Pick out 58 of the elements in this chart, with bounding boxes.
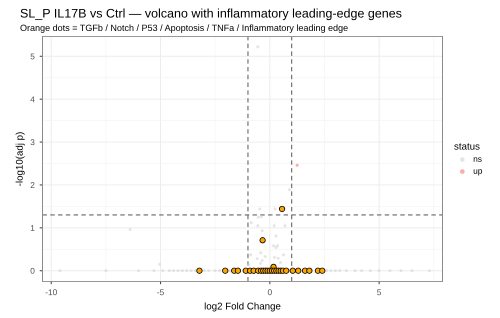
legend-label: ns — [474, 157, 482, 162]
point — [185, 269, 188, 272]
point — [354, 269, 357, 272]
point — [234, 268, 242, 274]
point — [218, 269, 222, 272]
point — [295, 268, 302, 274]
point — [325, 269, 328, 272]
point — [306, 268, 312, 274]
point — [161, 269, 164, 272]
x-tick-label: 0 — [268, 289, 272, 296]
x-tick-label: 5 — [377, 289, 382, 296]
point — [399, 269, 403, 272]
x-axis-title: log2 Fold Change — [204, 302, 280, 312]
legend-title: status — [454, 143, 480, 150]
y-tick-label: 0 — [30, 268, 35, 274]
point — [207, 269, 210, 272]
point — [168, 269, 171, 272]
point — [283, 268, 290, 274]
y-tick-label: 1 — [30, 225, 34, 231]
point — [247, 263, 250, 266]
point — [329, 269, 333, 272]
point — [360, 269, 364, 272]
point — [334, 269, 337, 272]
point — [338, 269, 342, 272]
x-tick-label: -5 — [157, 289, 164, 296]
point — [176, 269, 180, 272]
y-tick-label: 5 — [30, 54, 35, 60]
point — [319, 268, 326, 274]
y-tick-label: 3 — [30, 139, 34, 146]
point — [256, 216, 260, 219]
point — [260, 215, 263, 218]
point — [296, 164, 299, 167]
point — [58, 269, 62, 272]
point — [180, 269, 184, 272]
point — [278, 206, 286, 212]
point — [344, 269, 348, 272]
chart-title: SL_P IL17B vs Ctrl — volcano with inflammatory leading-edge genes — [20, 8, 402, 20]
point — [190, 269, 193, 272]
legend-label: up — [474, 169, 482, 176]
point — [410, 269, 414, 272]
point — [196, 268, 203, 274]
chart-subtitle: Orange dots = TGFb / Notch / P53 / Apoptosis / TNFa / Inflammatory leading edge — [20, 24, 348, 33]
y-axis-title: -log10(adj p) — [16, 132, 25, 186]
point — [104, 269, 108, 272]
point — [214, 269, 217, 272]
point — [290, 268, 296, 274]
point — [172, 269, 176, 272]
point — [388, 269, 392, 272]
point — [428, 269, 431, 272]
y-tick-label: 2 — [30, 182, 34, 188]
y-tick-label: 4 — [30, 96, 35, 102]
point — [137, 269, 140, 272]
point — [368, 269, 372, 272]
x-tick-label: -10 — [46, 289, 57, 296]
point — [202, 269, 206, 272]
point — [222, 268, 228, 274]
point — [152, 269, 156, 272]
point — [260, 237, 266, 244]
